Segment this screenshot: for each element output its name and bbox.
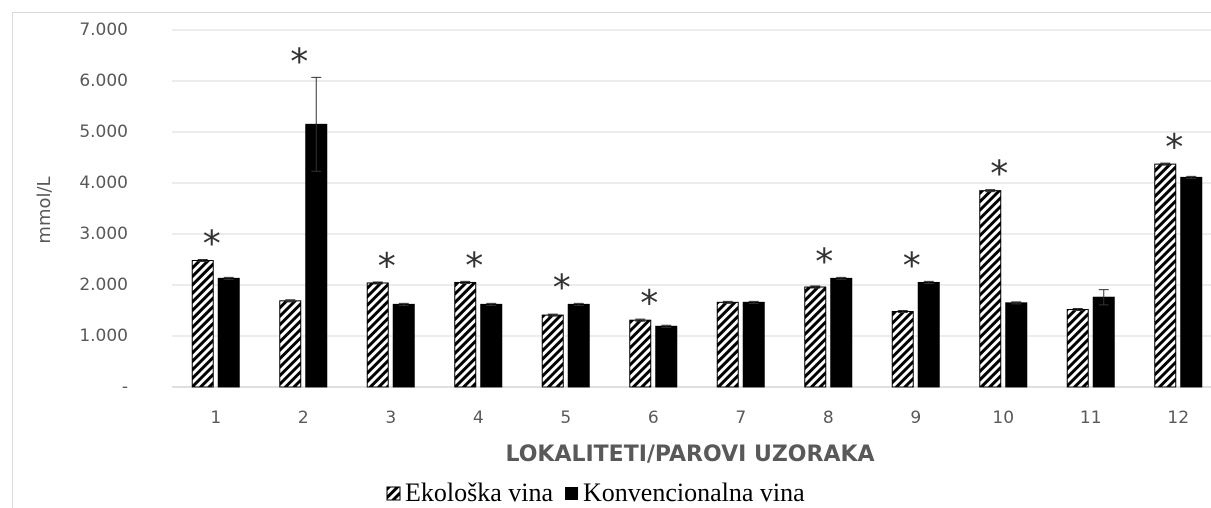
- x-tick-label: 8: [823, 408, 834, 428]
- x-tick-label: 4: [473, 408, 484, 428]
- significance-mark: *: [290, 41, 308, 82]
- error-bar: [1011, 301, 1022, 305]
- y-tick-label: 7.000: [79, 20, 128, 40]
- bar: [480, 303, 503, 388]
- y-tick-label: 3.000: [79, 224, 128, 244]
- error-bar: [1072, 307, 1083, 311]
- bar: [454, 281, 477, 388]
- x-tick-label: 9: [910, 408, 921, 428]
- x-tick-label: 3: [385, 408, 396, 428]
- x-tick-label: 10: [992, 408, 1014, 428]
- significance-mark: *: [203, 224, 221, 265]
- error-bar: [836, 276, 847, 280]
- error-bar: [1186, 175, 1197, 179]
- bar: [1154, 163, 1177, 388]
- significance-mark: *: [990, 154, 1008, 195]
- bar: [917, 281, 940, 388]
- bar: [191, 260, 214, 388]
- bar: [217, 277, 240, 388]
- error-bar: [223, 276, 234, 280]
- x-axis-label: LOKALITETI/PAROVI UZORAKA: [505, 442, 874, 467]
- bar: [1005, 302, 1028, 388]
- y-tick-label: 1.000: [79, 326, 128, 346]
- significance-mark: *: [378, 246, 396, 287]
- bar: [1066, 308, 1089, 388]
- x-tick-label: 2: [298, 408, 309, 428]
- error-bar: [372, 281, 383, 285]
- x-tick-label: 6: [648, 408, 659, 428]
- error-bar: [923, 280, 934, 284]
- y-tick-label: 2.000: [79, 275, 128, 295]
- x-tick-label: 7: [735, 408, 746, 428]
- bar: [541, 314, 564, 388]
- significance-mark: *: [815, 241, 833, 282]
- error-bar: [635, 318, 646, 322]
- error-bar: [722, 300, 733, 304]
- error-bar: [460, 280, 471, 284]
- bar: [366, 282, 389, 388]
- bar: [655, 325, 678, 388]
- error-bar: [197, 259, 208, 263]
- significance-mark: *: [553, 267, 571, 308]
- error-bar: [897, 310, 908, 314]
- x-tick-label: 5: [560, 408, 571, 428]
- error-bar: [810, 285, 821, 289]
- error-bar: [1160, 162, 1171, 166]
- x-tick-label: 12: [1167, 408, 1189, 428]
- y-tick-label: 4.000: [79, 173, 128, 193]
- bar: [804, 286, 827, 388]
- significance-mark: *: [465, 245, 483, 286]
- y-tick-label: 5.000: [79, 122, 128, 142]
- bar: [629, 319, 652, 388]
- significance-mark: *: [1165, 127, 1183, 168]
- legend-swatch: [565, 487, 579, 500]
- bar: [392, 303, 415, 388]
- error-bar: [1098, 289, 1109, 306]
- error-bar: [547, 313, 558, 317]
- error-bar: [748, 300, 759, 304]
- bar: [742, 301, 765, 388]
- bar: [1092, 296, 1115, 388]
- error-bar: [661, 324, 672, 328]
- error-bar: [573, 302, 584, 306]
- y-tick-label: -: [122, 377, 128, 397]
- legend-label: Konvencionalna vina: [583, 478, 805, 507]
- chart-frame: [12, 12, 1211, 508]
- error-bar: [985, 189, 996, 193]
- bar: [979, 190, 1002, 388]
- bar: [830, 277, 853, 388]
- error-bar: [311, 76, 322, 172]
- y-axis-label: mmol/L: [34, 176, 55, 243]
- bar: [716, 301, 739, 388]
- error-bar: [486, 302, 497, 306]
- y-tick-label: 6.000: [79, 71, 128, 91]
- bar: [279, 300, 302, 388]
- legend-swatch: [386, 486, 401, 501]
- bar: [891, 311, 914, 388]
- error-bar: [398, 302, 409, 306]
- error-bar: [285, 299, 296, 303]
- significance-mark: *: [903, 245, 921, 286]
- legend-label: Ekološka vina: [405, 478, 553, 507]
- significance-mark: *: [640, 283, 658, 324]
- x-tick-label: 11: [1080, 408, 1102, 428]
- bar: [1180, 176, 1203, 388]
- bar: [567, 303, 590, 388]
- x-tick-label: 1: [210, 408, 221, 428]
